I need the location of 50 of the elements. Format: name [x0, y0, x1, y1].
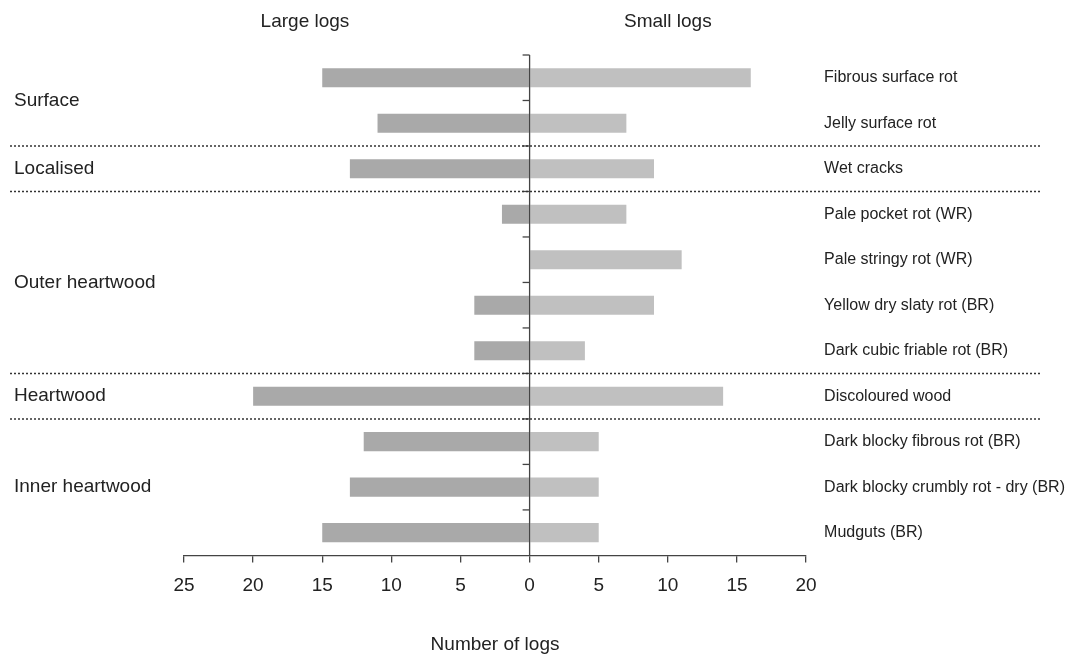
bar [349, 477, 529, 497]
x-tick-label: 10 [380, 574, 402, 596]
bar [322, 68, 529, 88]
y-tick-label: Dark blocky crumbly rot - dry (BR) [824, 477, 1065, 495]
text: Surface [14, 88, 80, 110]
bar [530, 159, 655, 179]
y-tick-label: Dark blocky fibrous rot (BR) [824, 432, 1021, 450]
y-tick-label: Dark cubic friable rot (BR) [824, 341, 1009, 359]
series-label: Small logs [624, 10, 712, 32]
bar [474, 341, 529, 361]
x-tick-label: 20 [795, 574, 817, 596]
y-tick-label: Pale pocket rot (WR) [824, 204, 973, 222]
bar [474, 295, 529, 315]
x-tick-label: 20 [242, 574, 264, 596]
x-tick-label: 0 [524, 574, 535, 596]
x-tick-label: 15 [311, 574, 333, 596]
bar [530, 523, 599, 543]
y-tick-label: Wet cracks [824, 159, 903, 177]
y-tick-label: Mudguts (BR) [824, 523, 923, 541]
text: Heartwood [14, 384, 106, 406]
bar [253, 386, 529, 406]
y-tick-label: Discoloured wood [824, 386, 952, 404]
bar [530, 204, 627, 224]
series-label: Large logs [260, 10, 350, 32]
y-tick-label: Jelly surface rot [824, 113, 937, 131]
bar [377, 113, 529, 133]
x-tick-label: 10 [657, 574, 679, 596]
bar [349, 159, 529, 179]
bar [530, 386, 724, 406]
y-tick-label: Fibrous surface rot [824, 68, 959, 86]
bar [363, 432, 529, 452]
y-tick-label: Pale stringy rot (WR) [824, 250, 973, 268]
bar [530, 432, 599, 452]
text: Inner heartwood [14, 475, 152, 497]
bar [530, 68, 751, 88]
bar [530, 477, 599, 497]
x-axis-title: Number of logs [430, 632, 560, 654]
bar [530, 295, 655, 315]
x-tick-label: 5 [593, 574, 605, 596]
bar [530, 113, 627, 133]
bar [530, 250, 682, 270]
bar [322, 523, 529, 543]
bar [530, 341, 585, 361]
bar [501, 204, 529, 224]
y-tick-label: Yellow dry slaty rot (BR) [824, 295, 995, 313]
x-tick-label: 25 [173, 574, 195, 596]
x-tick-label: 5 [455, 574, 466, 596]
x-tick-label: 15 [726, 574, 748, 596]
text: Localised [14, 156, 95, 178]
text: Outer heartwood [14, 270, 156, 292]
